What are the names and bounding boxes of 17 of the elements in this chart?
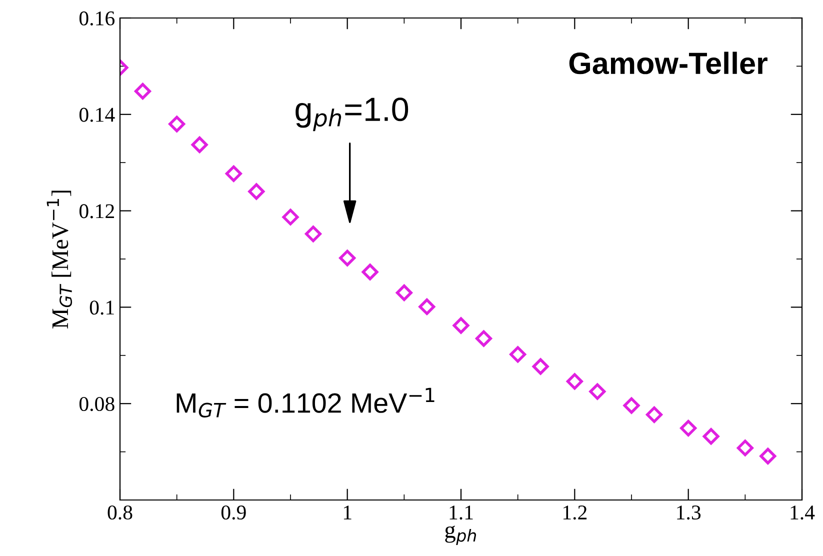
x-tick-label: 1.3 — [677, 506, 701, 520]
annotation: M$_{GT}$ = 0.1102 MeV$^{−1}$ — [176, 388, 434, 418]
y-tick-label: 0.1 — [90, 300, 114, 315]
annotation: Gamow-Teller — [569, 52, 768, 74]
x-tick-label: 1.2 — [563, 506, 587, 520]
annotation: g$_{ph}$=1.0 — [296, 98, 408, 132]
x-axis-title: g$_{ph}$ — [445, 526, 476, 545]
x-tick-label: 1 — [344, 506, 352, 520]
x-tick-label: 0.8 — [108, 505, 132, 520]
x-tick-label: 1.1 — [450, 506, 473, 520]
y-tick-label: 0.08 — [79, 396, 114, 412]
y-tick-label: 0.12 — [79, 204, 114, 218]
y-tick-label: 0.14 — [79, 108, 115, 122]
x-tick-label: 1.4 — [790, 506, 815, 520]
x-tick-label: 0.9 — [221, 505, 246, 520]
y-axis-title: M$_{GT}$ [MeV$^{−1}$] — [46, 190, 72, 328]
y-tick-label: 0.16 — [79, 11, 115, 26]
